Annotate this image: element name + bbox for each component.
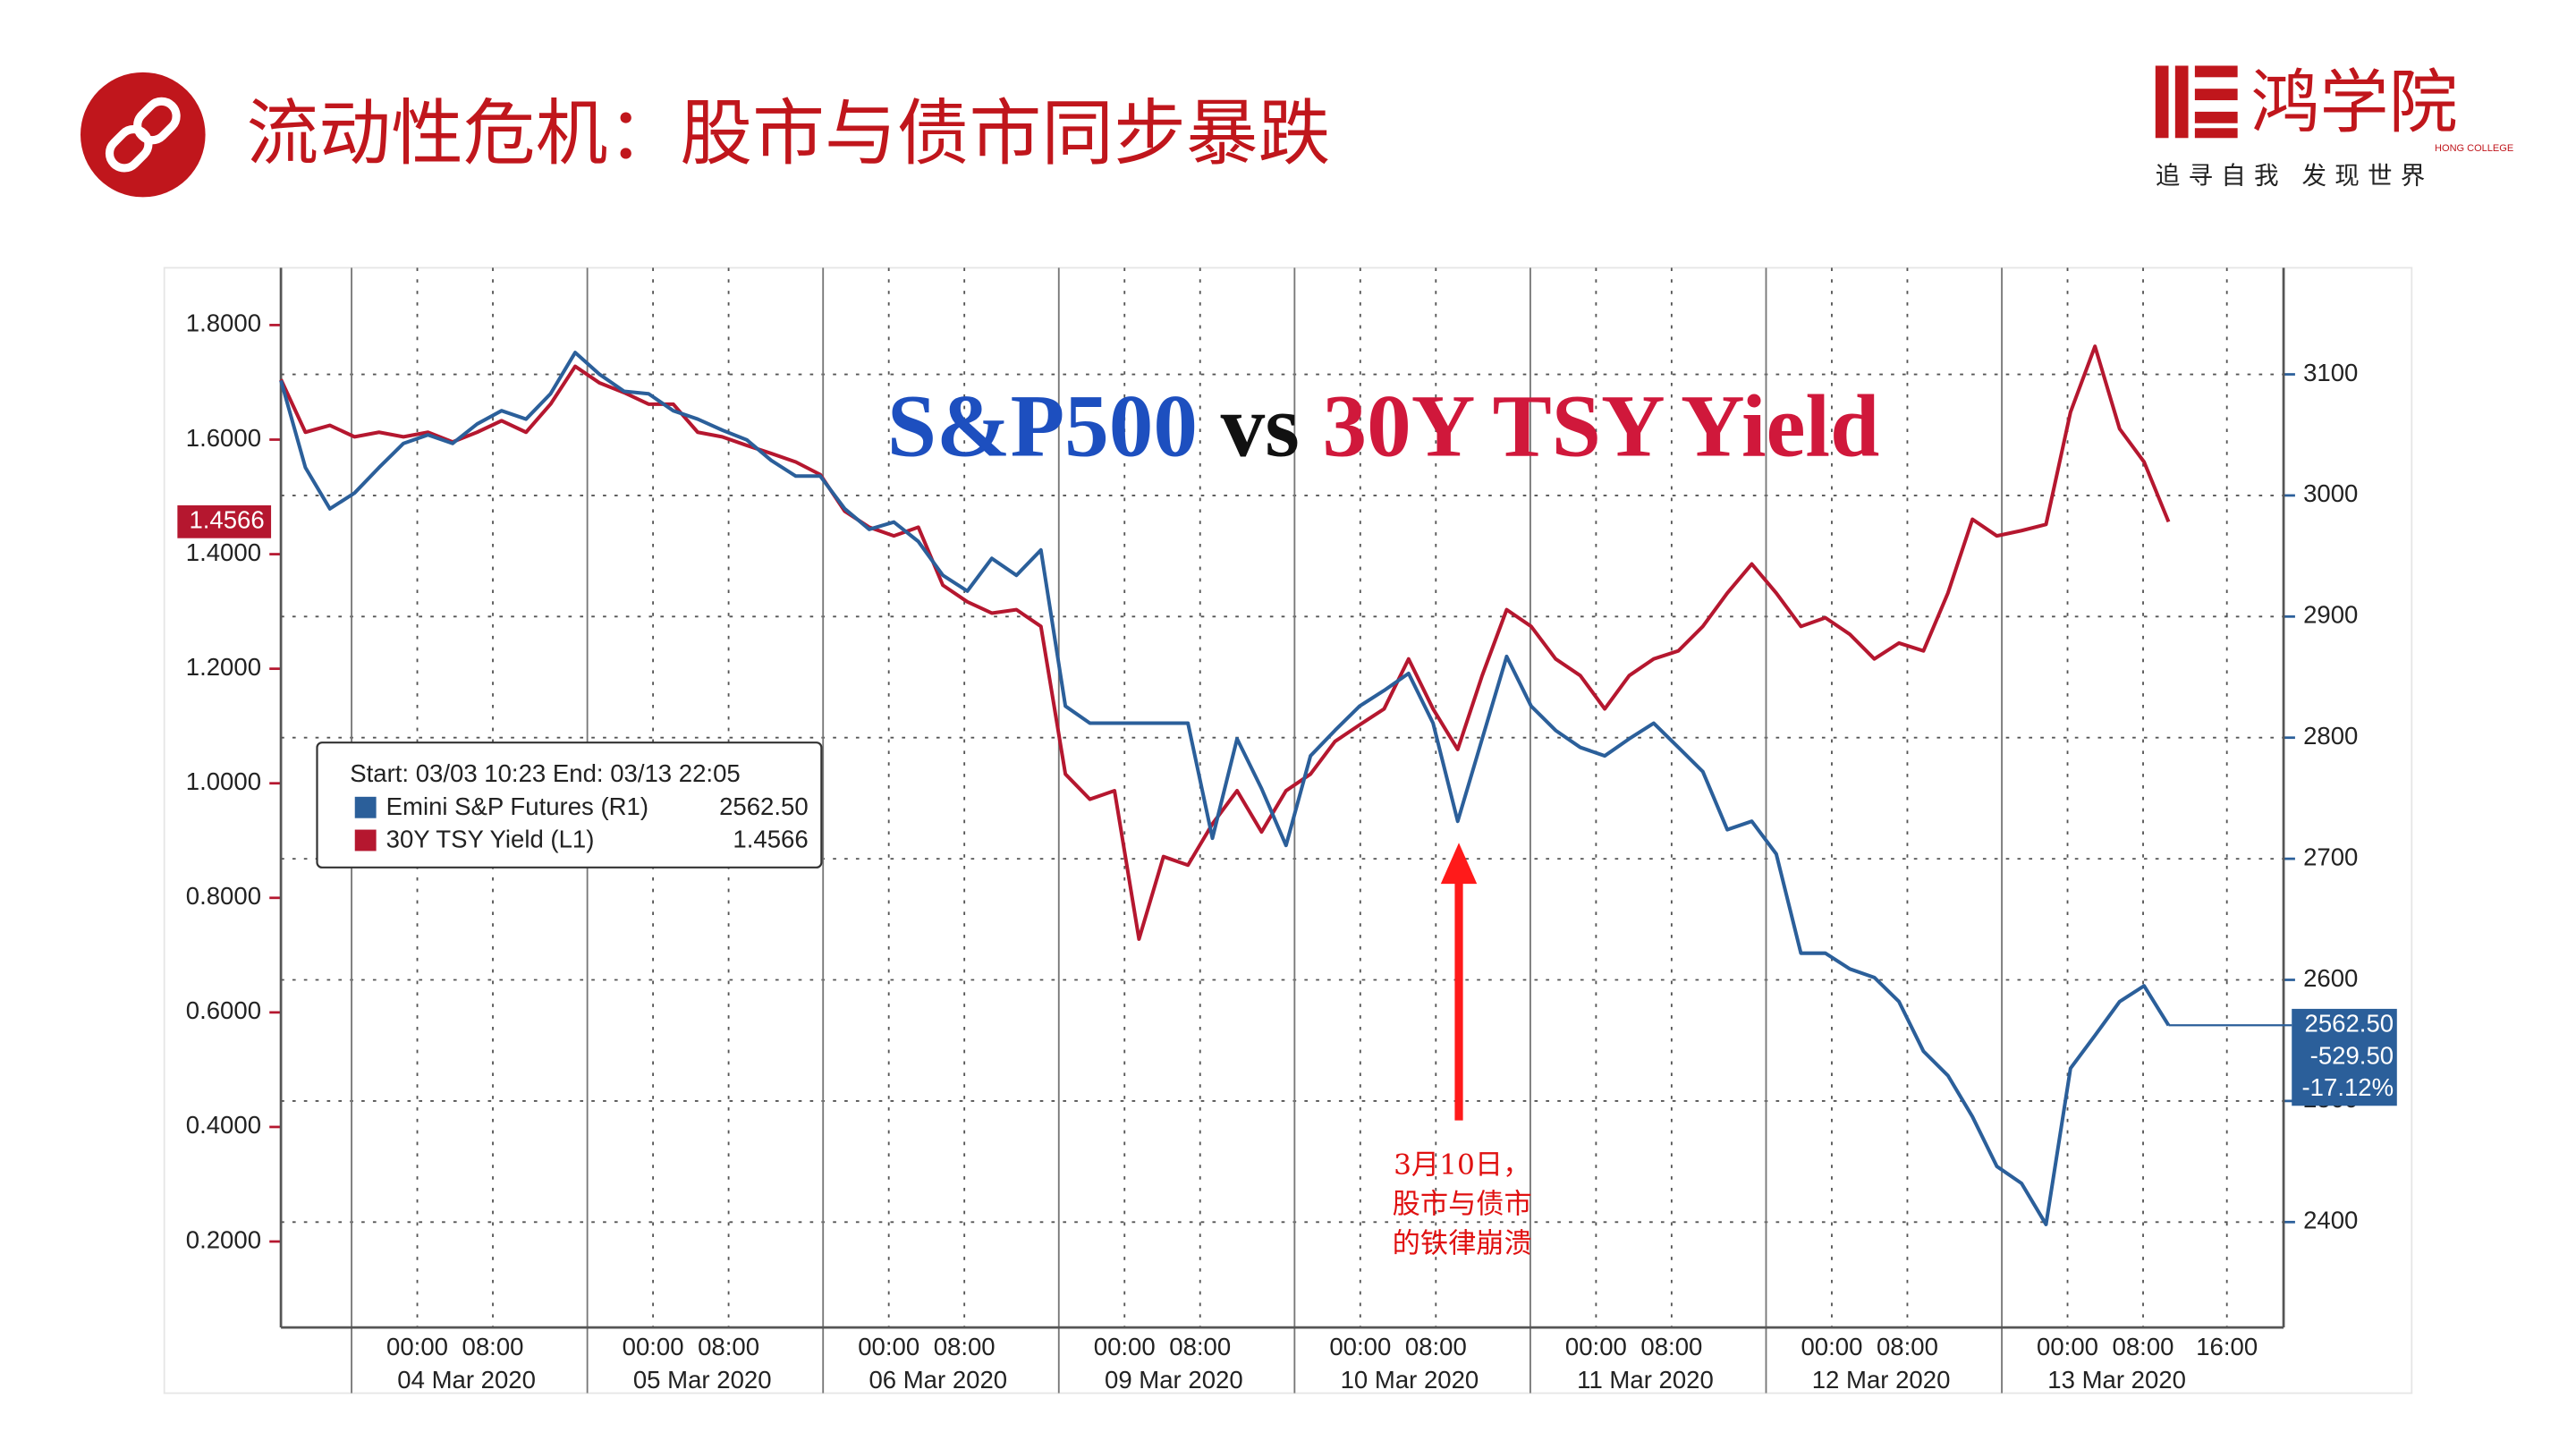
x-time-label: 00:00 [2037,1333,2098,1360]
annotation-text: 股市与债市 [1393,1189,1532,1221]
logo-name: 鸿学院 [2250,63,2457,143]
last-label: 2562.50 [2305,1010,2394,1038]
y2-tick-label: 2800 [2303,722,2358,750]
logo-slogan: 追寻自我 发现世界 [2156,162,2434,190]
x-time-label: 00:00 [858,1333,919,1360]
chart-title-part: S&P500 [887,378,1198,476]
y-tick-label: 0.4000 [186,1111,261,1139]
last-label: -17.12% [2302,1073,2394,1101]
x-date-label: 04 Mar 2020 [397,1366,536,1394]
x-time-label: 16:00 [2196,1333,2258,1360]
y2-tick-label: 3000 [2303,479,2358,507]
logo-english: HONG COLLEGE [2435,143,2513,154]
chart: 240025002600270028002900300031000.20000.… [177,267,2397,1394]
annotation-arrowhead [1440,843,1478,885]
x-time-label: 00:00 [386,1333,448,1360]
last-label-box [177,504,272,538]
y2-tick-label: 2900 [2303,601,2358,629]
y2-tick-label: 3100 [2303,359,2358,386]
y2-tick-label: 2400 [2303,1207,2358,1234]
y-tick-label: 1.6000 [186,424,261,452]
series-line [279,351,2171,1226]
legend-value: 2562.50 [719,792,809,820]
logo-mark [2155,65,2238,139]
x-time-label: 08:00 [1640,1333,1702,1360]
legend-swatch [354,829,377,852]
y-tick-label: 0.6000 [186,996,261,1024]
x-time-label: 00:00 [1329,1333,1391,1360]
legend-header: Start: 03/03 10:23 End: 03/13 22:05 [350,759,741,787]
legend-box [316,741,823,869]
x-date-label: 11 Mar 2020 [1577,1366,1714,1394]
last-label: -529.50 [2310,1041,2394,1069]
x-time-label: 08:00 [1405,1333,1467,1360]
y2-tick-label: 2700 [2303,843,2358,870]
series-line [279,344,2171,941]
legend-name: Emini S&P Futures (R1) [386,792,648,820]
annotation-text: 3月10日， [1394,1149,1530,1182]
y-tick-label: 1.0000 [186,767,261,795]
chart-title: S&P500 vs 30Y TSY Yield [887,378,1879,476]
link-icon [105,97,181,173]
x-time-label: 00:00 [1094,1333,1156,1360]
x-time-label: 08:00 [462,1333,524,1360]
legend-value: 1.4566 [733,826,808,853]
last-label-box [2292,1008,2397,1106]
chart-title-part: 30Y TSY Yield [1323,378,1880,476]
legend-swatch [354,796,377,818]
x-time-label: 00:00 [1801,1333,1862,1360]
x-time-label: 00:00 [1565,1333,1627,1360]
y-tick-label: 0.2000 [186,1225,261,1253]
last-label: 1.4566 [189,506,264,534]
x-date-label: 06 Mar 2020 [869,1366,1007,1394]
x-date-label: 05 Mar 2020 [633,1366,772,1394]
annotation-text: 的铁律崩溃 [1393,1228,1532,1260]
x-time-label: 08:00 [698,1333,759,1360]
x-date-label: 09 Mar 2020 [1105,1366,1243,1394]
y-tick-label: 1.8000 [186,309,261,337]
y-tick-label: 1.4000 [186,538,261,566]
x-time-label: 08:00 [1877,1333,1938,1360]
chart-title-part: vs [1221,378,1300,476]
y2-tick-label: 2600 [2303,964,2358,992]
x-date-label: 10 Mar 2020 [1341,1366,1479,1394]
y-tick-label: 0.8000 [186,882,261,910]
x-time-label: 00:00 [623,1333,684,1360]
x-date-label: 12 Mar 2020 [1812,1366,1951,1394]
x-time-label: 08:00 [934,1333,996,1360]
y-tick-label: 1.2000 [186,653,261,681]
x-time-label: 08:00 [2113,1333,2174,1360]
slide-title: 流动性危机：股市与债市同步暴跌 [247,92,1331,176]
x-time-label: 08:00 [1169,1333,1231,1360]
legend-name: 30Y TSY Yield (L1) [386,826,595,853]
x-date-label: 13 Mar 2020 [2047,1366,2186,1394]
